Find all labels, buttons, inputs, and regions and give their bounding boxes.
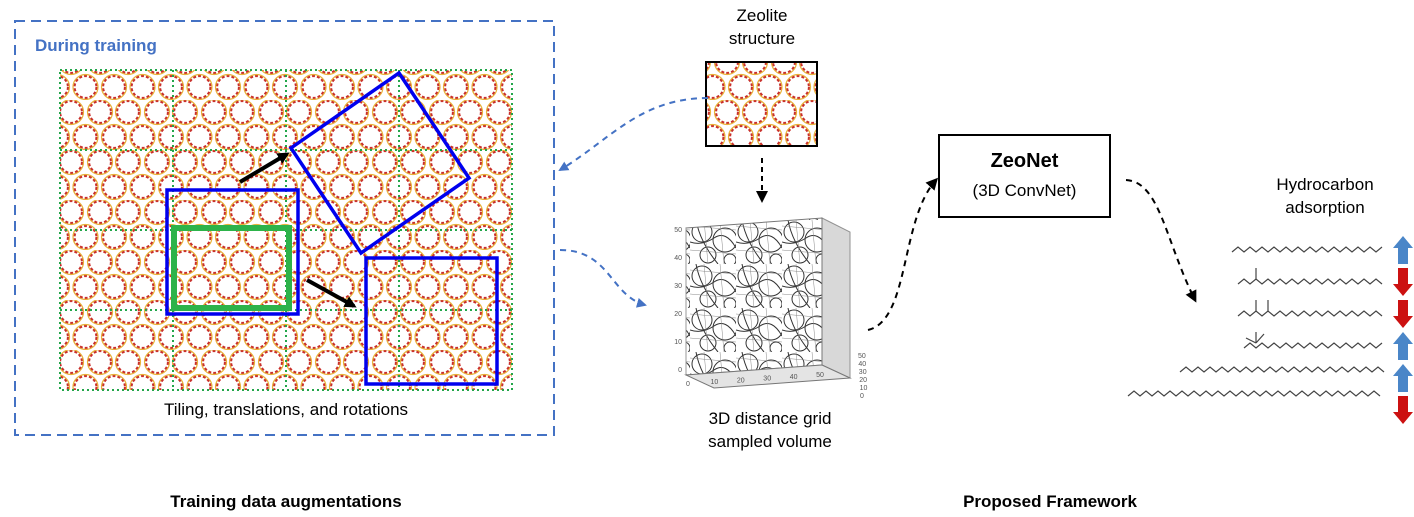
adsorption-title-line1: Hydrocarbon — [1276, 175, 1374, 194]
grid-z-tick: 0 — [860, 393, 864, 400]
grid-y-tick: 10 — [674, 339, 682, 346]
training-section-title: Training data augmentations — [170, 492, 402, 511]
zeolite-title-line1: Zeolite — [736, 6, 788, 25]
zeolite-structure-image — [705, 61, 818, 147]
zeonet-subtitle: (3D ConvNet) — [972, 181, 1077, 200]
hydrocarbon-2 — [1237, 268, 1383, 285]
grid-caption-line2: sampled volume — [708, 432, 832, 451]
zeolite-title-line2: structure — [728, 29, 796, 48]
grid-to-zeonet-arrow — [867, 177, 939, 331]
adsorption-title-line2: adsorption — [1285, 198, 1365, 217]
zeonet-box — [938, 134, 1111, 218]
grid-y-tick: 20 — [674, 311, 682, 318]
hydrocarbon-molecules — [1127, 246, 1385, 397]
grid-y-tick: 0 — [678, 367, 682, 374]
zeonet-name: ZeoNet — [990, 150, 1059, 172]
grid-z-tick: 50 — [858, 353, 866, 360]
adsorption-down-arrow-icon — [1393, 300, 1413, 328]
grid-y-tick: 40 — [674, 255, 682, 262]
grid-y-tick: 50 — [674, 227, 682, 234]
grid-x-tick: 40 — [790, 374, 798, 381]
grid-x-tick: 0 — [686, 381, 690, 388]
grid-x-tick: 50 — [816, 372, 824, 379]
zeonet-to-adsorption-arrow — [1125, 179, 1197, 303]
hydrocarbon-6 — [1127, 390, 1381, 397]
adsorption-up-arrow-icon — [1393, 236, 1413, 264]
hydrocarbon-3 — [1237, 300, 1383, 317]
hydrocarbon-5 — [1179, 366, 1385, 373]
grid-z-tick: 10 — [860, 385, 868, 392]
adsorption-down-arrow-icon — [1393, 396, 1413, 424]
rotation-arrow — [238, 152, 290, 184]
adsorption-up-arrow-icon — [1393, 332, 1413, 360]
grid-x-tick: 30 — [763, 376, 771, 383]
grid-caption-line1: 3D distance grid — [708, 409, 832, 428]
grid-x-tick: 20 — [737, 377, 745, 384]
training-frame — [14, 20, 555, 436]
augmentation-caption: Tiling, translations, and rotations — [163, 400, 409, 419]
hydrocarbon-4 — [1243, 332, 1383, 349]
translated-crop-box — [364, 256, 499, 386]
framework-section-title: Proposed Framework — [963, 492, 1137, 511]
adsorption-up-arrow-icon — [1393, 364, 1413, 392]
grid-z-tick: 40 — [858, 361, 866, 368]
training-to-grid-arrow — [559, 249, 647, 308]
grid-z-tick: 20 — [859, 377, 867, 384]
adsorption-down-arrow-icon — [1393, 268, 1413, 296]
original-crop-box — [165, 188, 300, 316]
hydrocarbon-1 — [1231, 246, 1383, 253]
grid-y-tick: 30 — [674, 283, 682, 290]
grid-z-tick: 30 — [859, 369, 867, 376]
adsorption-arrows — [1393, 236, 1413, 424]
distance-grid-volume — [684, 217, 852, 389]
translation-arrow — [306, 278, 357, 308]
during-training-label: During training — [35, 36, 157, 55]
tile-box — [171, 225, 292, 311]
rotated-crop-box — [288, 70, 472, 256]
zeolite-to-training-arrow — [558, 97, 709, 172]
grid-x-tick: 10 — [711, 379, 719, 386]
